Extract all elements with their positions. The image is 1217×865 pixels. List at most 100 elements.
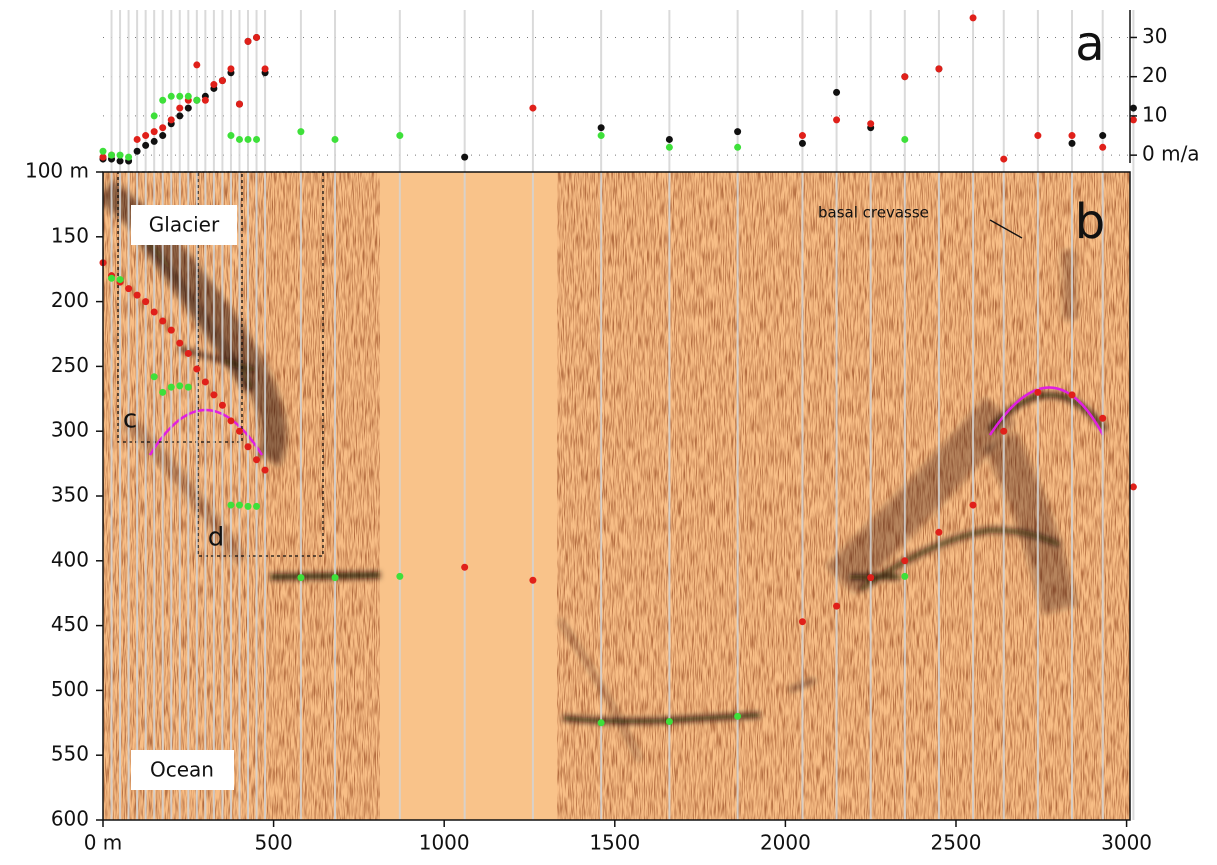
data-point (142, 298, 150, 306)
data-point (227, 501, 235, 509)
data-point (734, 712, 742, 720)
data-point (150, 128, 158, 136)
label-box (131, 205, 237, 245)
data-point (210, 81, 218, 89)
data-point (935, 528, 943, 536)
x-tick-label: 2500 (931, 831, 982, 855)
data-point (935, 65, 943, 73)
data-point (235, 135, 243, 143)
panel-label: a (1075, 16, 1104, 72)
data-point (1099, 414, 1107, 422)
data-point (201, 96, 209, 104)
x-tick-label: 3000 (1101, 831, 1152, 855)
data-point (1099, 132, 1107, 140)
data-point (133, 147, 141, 155)
data-point (235, 427, 243, 435)
data-point (201, 378, 209, 386)
data-point (159, 132, 167, 140)
data-point (529, 576, 537, 584)
data-point (665, 143, 673, 151)
data-point (150, 137, 158, 145)
annotation: basal crevasse (818, 204, 929, 222)
data-point (244, 37, 252, 45)
data-point (244, 502, 252, 510)
data-point (798, 132, 806, 140)
data-point (461, 153, 469, 161)
data-point (176, 339, 184, 347)
data-point (142, 132, 150, 140)
data-point (244, 135, 252, 143)
data-point (1000, 427, 1008, 435)
data-point (253, 456, 261, 464)
data-point (297, 574, 305, 582)
data-point (1099, 143, 1107, 151)
data-point (193, 61, 201, 69)
data-point (184, 104, 192, 112)
data-point (210, 391, 218, 399)
y-tick-label: 350 (51, 483, 89, 507)
data-point (235, 501, 243, 509)
data-point (150, 308, 158, 316)
y-tick-label: 550 (51, 742, 89, 766)
y-tick-label: 250 (51, 353, 89, 377)
annotation: d (208, 523, 225, 553)
data-point (159, 317, 167, 325)
data-point (150, 373, 158, 381)
data-point (665, 718, 673, 726)
data-point (133, 135, 141, 143)
data-point (734, 128, 742, 136)
data-point (597, 124, 605, 132)
y-tick-label: 450 (51, 612, 89, 636)
data-point (244, 443, 252, 451)
data-point (734, 143, 742, 151)
y-tick-label: 400 (51, 547, 89, 571)
label-box (131, 750, 234, 790)
x-tick-label: 500 (255, 831, 293, 855)
data-point (167, 383, 175, 391)
data-point (1129, 116, 1137, 124)
data-point (901, 572, 909, 580)
y-tick-label: 500 (51, 677, 89, 701)
data-point (116, 276, 124, 284)
data-point (1034, 132, 1042, 140)
x-tick-label: 1000 (419, 831, 470, 855)
data-point (176, 92, 184, 100)
data-point (159, 388, 167, 396)
data-point (798, 139, 806, 147)
data-point (969, 14, 977, 22)
data-point (193, 365, 201, 373)
data-point (116, 151, 124, 159)
data-point (331, 574, 339, 582)
x-tick-label: 2000 (760, 831, 811, 855)
data-point (833, 88, 841, 96)
y-tick-label: 0 m/a (1142, 142, 1200, 166)
data-point (597, 719, 605, 727)
data-point (167, 326, 175, 334)
data-point (193, 96, 201, 104)
data-point (235, 100, 243, 108)
panel-label: b (1075, 194, 1105, 250)
data-point (218, 401, 226, 409)
data-point (99, 147, 107, 155)
data-point (665, 135, 673, 143)
annotation-leader (989, 219, 1023, 239)
data-point (133, 291, 141, 299)
data-point (261, 65, 269, 73)
data-point (833, 116, 841, 124)
y-tick-label: 600 (51, 807, 89, 831)
radargram (103, 172, 1130, 820)
annotation: Ocean (150, 758, 214, 782)
y-tick-label: 10 (1142, 102, 1167, 126)
y-tick-label: 300 (51, 418, 89, 442)
data-point (1068, 132, 1076, 140)
data-point (1068, 139, 1076, 147)
data-point (901, 73, 909, 81)
data-point (227, 132, 235, 140)
data-point (176, 112, 184, 120)
data-point (184, 349, 192, 357)
data-point (125, 153, 133, 161)
data-point (227, 65, 235, 73)
data-point (261, 466, 269, 474)
data-point (218, 77, 226, 85)
